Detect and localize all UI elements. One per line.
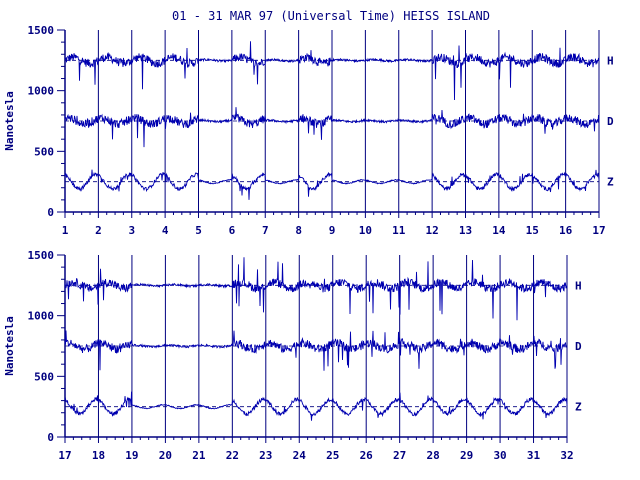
y-tick-label: 1000 — [28, 310, 55, 323]
x-tick-label: 28 — [427, 449, 440, 462]
chart-panel-2: 0 500 1000 1500 17 18 19 20 21 22 23 24 25 26 27 28 29 30… — [3, 249, 582, 462]
x-tick-label: 27 — [393, 449, 406, 462]
y-tick-label: 500 — [34, 145, 54, 158]
x-tick-label: 16 — [559, 224, 573, 237]
x-tick-label: 21 — [192, 449, 206, 462]
x-tick-label: 25 — [326, 449, 339, 462]
x-tick-label: 23 — [259, 449, 272, 462]
x-tick-label: 3 — [128, 224, 135, 237]
series-label-H: H — [607, 54, 614, 67]
x-tick-label: 14 — [492, 224, 506, 237]
x-tick-label: 24 — [293, 449, 307, 462]
x-tick-label: 4 — [162, 224, 169, 237]
series-line-H — [64, 257, 568, 321]
chart-title: 01 - 31 MAR 97 (Universal Time) HEISS IS… — [172, 9, 490, 23]
x-tick-label: 20 — [159, 449, 172, 462]
x-tick-label: 17 — [592, 224, 605, 237]
x-tick-label: 31 — [527, 449, 541, 462]
x-tick-label: 30 — [493, 449, 506, 462]
series-label-D: D — [575, 340, 582, 353]
series-label-D: D — [607, 115, 614, 128]
x-tick-label: 8 — [295, 224, 302, 237]
series-label-Z: Z — [575, 401, 582, 414]
series-label-Z: Z — [607, 176, 614, 189]
series-line-D — [64, 107, 600, 148]
x-tick-label: 9 — [329, 224, 336, 237]
y-tick-label: 0 — [47, 206, 54, 219]
y-tick-label: 500 — [34, 370, 54, 383]
x-tick-label: 1 — [62, 224, 69, 237]
x-tick-label: 17 — [58, 449, 71, 462]
series-label-H: H — [575, 279, 582, 292]
x-tick-label: 10 — [359, 224, 372, 237]
series-line-D — [64, 330, 568, 371]
x-tick-label: 11 — [392, 224, 406, 237]
x-tick-label: 22 — [226, 449, 239, 462]
x-tick-label: 29 — [460, 449, 473, 462]
series-line-Z — [64, 391, 568, 421]
x-tick-label: 5 — [195, 224, 202, 237]
y-tick-label: 1500 — [28, 24, 55, 37]
x-tick-label: 19 — [125, 449, 138, 462]
series-line-H — [64, 41, 600, 101]
y-tick-label: 1000 — [28, 85, 55, 98]
x-tick-label: 2 — [95, 224, 102, 237]
x-tick-label: 15 — [526, 224, 539, 237]
y-axis-label: Nanotesla — [3, 91, 16, 151]
y-axis-label: Nanotesla — [3, 316, 16, 376]
series-line-Z — [64, 169, 600, 200]
x-tick-label: 6 — [229, 224, 236, 237]
x-tick-label: 7 — [262, 224, 269, 237]
x-tick-label: 13 — [459, 224, 472, 237]
x-tick-label: 32 — [560, 449, 573, 462]
x-tick-label: 18 — [92, 449, 105, 462]
y-tick-label: 0 — [47, 431, 54, 444]
x-tick-label: 26 — [360, 449, 374, 462]
x-tick-label: 12 — [426, 224, 439, 237]
y-tick-label: 1500 — [28, 249, 55, 262]
